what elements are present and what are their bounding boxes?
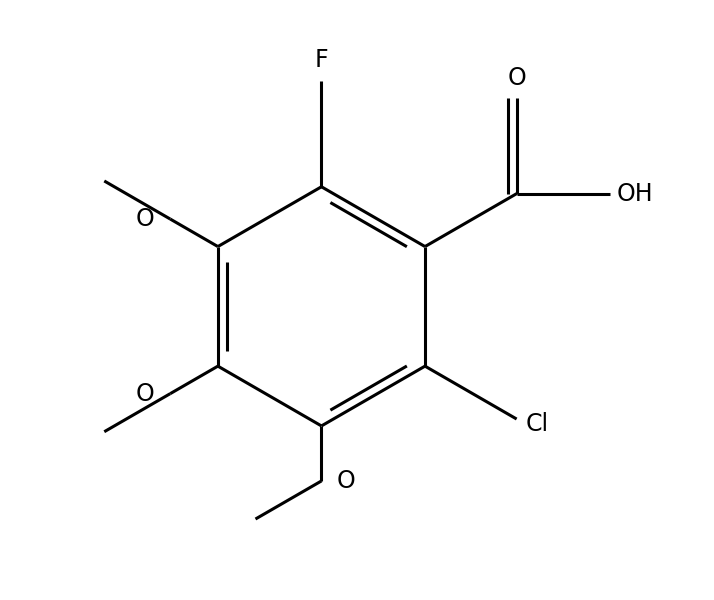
- Text: O: O: [507, 66, 526, 90]
- Text: O: O: [337, 469, 356, 493]
- Text: Cl: Cl: [526, 412, 549, 436]
- Text: F: F: [315, 48, 328, 72]
- Text: O: O: [136, 382, 155, 406]
- Text: O: O: [136, 207, 155, 231]
- Text: OH: OH: [617, 182, 654, 206]
